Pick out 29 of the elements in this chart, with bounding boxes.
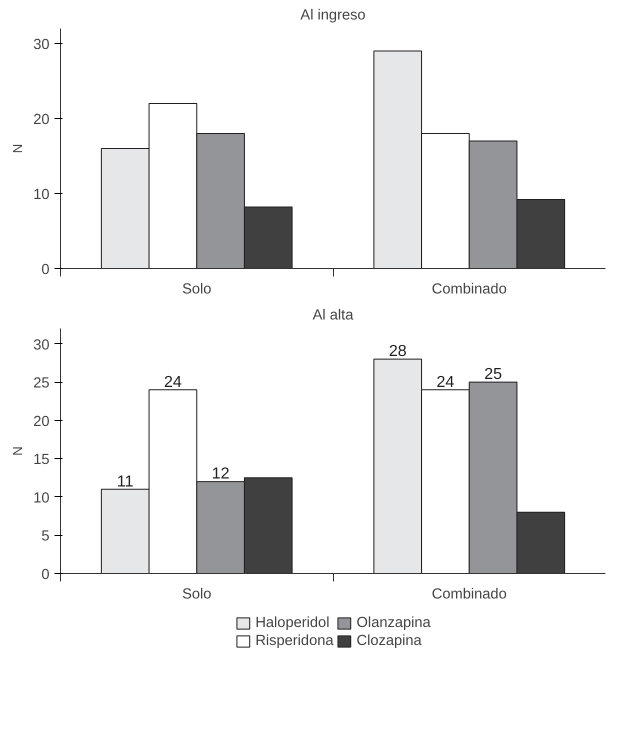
x-tick-label: Combinado (432, 282, 507, 298)
y-tick-label: 10 (33, 490, 50, 506)
y-tick-label: 20 (33, 414, 50, 430)
data-label: 12 (212, 466, 230, 483)
y-axis-title: N (10, 446, 26, 456)
x-tick-label: Solo (182, 282, 212, 298)
data-label: 28 (388, 343, 407, 360)
chart-title: Al ingreso (300, 8, 366, 24)
legend-label: Risperidona (255, 633, 334, 649)
x-tick-label: Solo (182, 586, 212, 602)
y-tick-label: 25 (33, 376, 50, 392)
y-tick-label: 30 (33, 337, 50, 354)
legend-label: Clozapina (356, 633, 422, 649)
data-label: 24 (164, 374, 182, 391)
data-label: 11 (116, 473, 134, 490)
y-tick-label: 20 (33, 112, 50, 128)
chart-title: Al alta (312, 308, 354, 324)
y-tick-label: 10 (33, 187, 50, 203)
data-label: 24 (436, 374, 454, 391)
y-tick-label: 0 (41, 262, 50, 278)
legend-label: Olanzapina (356, 615, 431, 631)
legend-label: Haloperidol (255, 615, 330, 631)
y-tick-label: 15 (33, 452, 50, 468)
data-label: 25 (484, 366, 502, 384)
y-tick-label: 30 (33, 37, 50, 53)
y-axis-title: N (10, 144, 26, 154)
x-tick-label: Combinado (432, 586, 507, 602)
y-tick-label: 0 (41, 567, 50, 583)
y-tick-label: 5 (41, 528, 50, 545)
